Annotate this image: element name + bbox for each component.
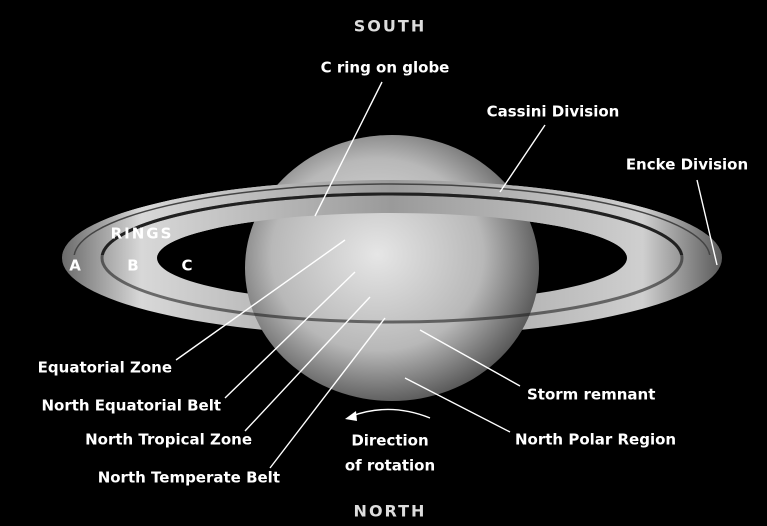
globe: [245, 135, 539, 401]
feature-label: North Polar Region: [515, 431, 676, 449]
feature-label: Storm remnant: [527, 386, 655, 404]
feature-label: North Equatorial Belt: [41, 397, 221, 415]
feature-label: North Tropical Zone: [85, 431, 252, 449]
south-label: SOUTH: [354, 17, 426, 36]
rotation-label: of rotation: [345, 457, 435, 475]
feature-label: Encke Division: [626, 156, 748, 174]
rotation-label: Direction: [351, 432, 428, 450]
ring-label: A: [69, 257, 81, 275]
feature-label: Equatorial Zone: [38, 359, 172, 377]
page: SOUTH NORTH RINGS A B C C ring on globe …: [0, 0, 767, 526]
rings-title: RINGS: [111, 225, 174, 243]
feature-label: Cassini Division: [487, 103, 620, 121]
ring-label: B: [127, 257, 138, 275]
saturn-diagram: SOUTH NORTH RINGS A B C C ring on globe …: [0, 0, 767, 526]
feature-label: C ring on globe: [321, 59, 450, 77]
north-label: NORTH: [354, 502, 427, 521]
ring-label: C: [181, 257, 192, 275]
feature-label: North Temperate Belt: [98, 469, 280, 487]
